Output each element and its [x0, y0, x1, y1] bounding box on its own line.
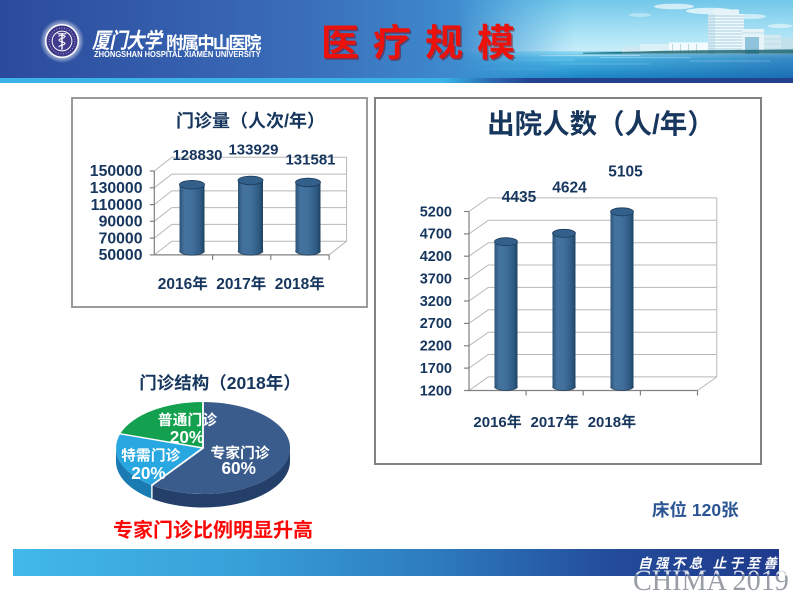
svg-text:131581: 131581 — [285, 151, 335, 168]
svg-text:2200: 2200 — [420, 339, 452, 355]
svg-text:2017年: 2017年 — [531, 411, 579, 432]
svg-text:3700: 3700 — [420, 271, 452, 287]
svg-text:1200: 1200 — [420, 383, 452, 399]
svg-text:90000: 90000 — [98, 213, 142, 230]
svg-text:2016年: 2016年 — [157, 272, 207, 294]
svg-text:4200: 4200 — [420, 249, 452, 265]
svg-text:2018年: 2018年 — [274, 272, 324, 294]
svg-text:4700: 4700 — [420, 227, 452, 243]
svg-text:60%: 60% — [221, 454, 255, 479]
svg-text:3200: 3200 — [420, 294, 452, 310]
svg-text:133929: 133929 — [228, 141, 278, 158]
svg-text:出院人数（人/年）: 出院人数（人/年） — [487, 102, 715, 142]
svg-text:1700: 1700 — [420, 361, 452, 377]
svg-text:2700: 2700 — [420, 316, 452, 332]
svg-text:130000: 130000 — [89, 180, 142, 197]
svg-text:专家门诊: 专家门诊 — [210, 442, 269, 463]
svg-text:4435: 4435 — [502, 189, 537, 206]
svg-text:2016年: 2016年 — [473, 411, 521, 432]
svg-text:门诊量（人次/年）: 门诊量（人次/年） — [175, 107, 324, 133]
svg-text:2017年: 2017年 — [216, 272, 266, 294]
svg-text:70000: 70000 — [98, 230, 142, 247]
svg-text:128830: 128830 — [172, 147, 222, 164]
svg-text:2018年: 2018年 — [588, 411, 636, 432]
svg-text:20%: 20% — [170, 423, 204, 448]
svg-text:110000: 110000 — [90, 196, 142, 213]
svg-text:4624: 4624 — [552, 179, 587, 196]
svg-text:5105: 5105 — [608, 163, 643, 180]
svg-text:50000: 50000 — [98, 247, 142, 264]
svg-text:普通门诊: 普通门诊 — [158, 409, 217, 430]
svg-text:20%: 20% — [131, 459, 165, 484]
svg-text:150000: 150000 — [89, 163, 142, 180]
svg-text:特需门诊: 特需门诊 — [121, 445, 180, 466]
svg-text:5200: 5200 — [420, 204, 452, 220]
